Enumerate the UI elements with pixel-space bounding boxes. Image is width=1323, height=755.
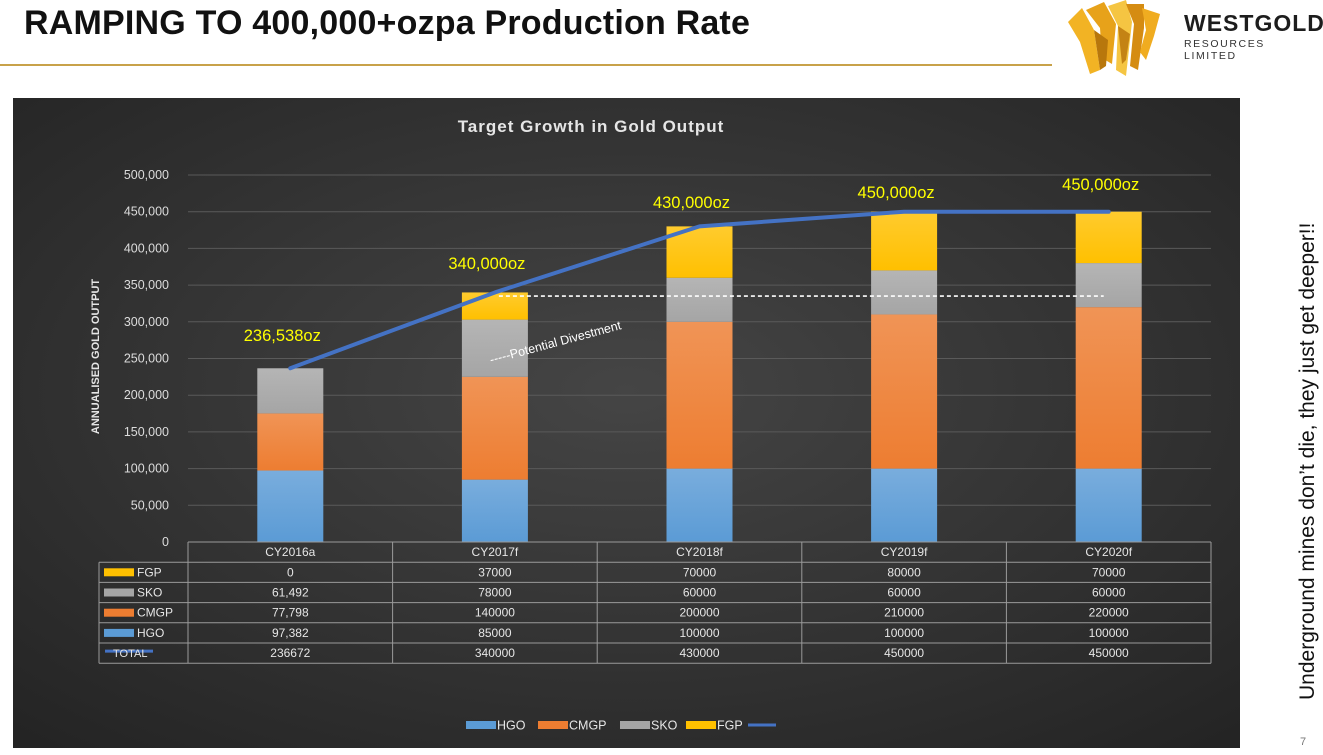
page-number: 7 <box>1300 736 1307 748</box>
legend-key-hgo <box>466 721 496 729</box>
legend-key-sko <box>620 721 650 729</box>
legend-label: CMGP <box>569 719 607 733</box>
legend-label: HGO <box>497 719 526 733</box>
table-cell: 0 <box>287 565 294 579</box>
table-cell: 100000 <box>679 626 719 640</box>
y-tick-label: 300,000 <box>124 315 169 329</box>
table-cell: 77,798 <box>272 606 309 620</box>
bar-hgo <box>461 479 528 542</box>
table-cell: 236672 <box>270 646 310 660</box>
y-tick-label: 400,000 <box>124 241 169 255</box>
table-cell: 220000 <box>1089 606 1129 620</box>
table-cell: 61,492 <box>272 586 309 600</box>
table-cell: 80000 <box>887 565 921 579</box>
bar-fgp <box>461 292 528 320</box>
bar-fgp <box>871 211 938 271</box>
table-key-hgo <box>104 628 134 637</box>
bar-cmgp <box>257 413 324 471</box>
bar-hgo <box>257 470 324 542</box>
table-cell: 37000 <box>478 565 512 579</box>
x-category-label: CY2019f <box>881 545 928 559</box>
bar-hgo <box>666 468 733 542</box>
title-divider <box>0 64 1052 66</box>
x-category-label: CY2016a <box>265 545 315 559</box>
y-tick-label: 450,000 <box>124 205 169 219</box>
logo-name: WESTGOLD <box>1184 10 1323 36</box>
y-tick-label: 200,000 <box>124 388 169 402</box>
x-category-label: CY2017f <box>472 545 519 559</box>
y-tick-label: 250,000 <box>124 352 169 366</box>
company-logo: WESTGOLD RESOURCES LIMITED <box>1060 0 1323 80</box>
y-tick-label: 100,000 <box>124 462 169 476</box>
y-tick-label: 350,000 <box>124 278 169 292</box>
chart-title: Target Growth in Gold Output <box>458 117 725 136</box>
bar-sko <box>666 277 733 322</box>
table-cell: 70000 <box>683 565 717 579</box>
table-cell: 430000 <box>679 646 719 660</box>
y-tick-label: 0 <box>162 535 169 549</box>
table-row-label: SKO <box>137 586 162 600</box>
westgold-logo-icon <box>1068 0 1160 76</box>
bar-fgp <box>1075 211 1142 264</box>
table-key-cmgp <box>104 608 134 617</box>
bar-cmgp <box>461 376 528 480</box>
x-category-label: CY2018f <box>676 545 723 559</box>
table-cell: 85000 <box>478 626 512 640</box>
legend-label: SKO <box>651 719 678 733</box>
total-callout: 450,000oz <box>1062 176 1139 194</box>
table-row-label: HGO <box>137 626 164 640</box>
slide-title: RAMPING TO 400,000+ozpa Production Rate <box>24 4 751 42</box>
table-cell: 100000 <box>884 626 924 640</box>
table-cell: 60000 <box>1092 586 1126 600</box>
table-row-label: CMGP <box>137 606 173 620</box>
legend-key-cmgp <box>538 721 568 729</box>
table-cell: 70000 <box>1092 565 1126 579</box>
total-line <box>288 209 1111 371</box>
table-cell: 140000 <box>475 606 515 620</box>
table-cell: 60000 <box>683 586 717 600</box>
table-key-fgp <box>104 568 134 577</box>
legend-label: FGP <box>717 719 743 733</box>
table-cell: 100000 <box>1089 626 1129 640</box>
chart-background <box>13 98 1240 748</box>
total-callout: 340,000oz <box>448 255 525 273</box>
table-cell: 200000 <box>679 606 719 620</box>
table-cell: 450000 <box>884 646 924 660</box>
total-callout: 450,000oz <box>858 184 935 202</box>
bar-hgo <box>1075 468 1142 542</box>
y-axis-label: ANNUALISED GOLD OUTPUT <box>90 279 102 435</box>
bar-sko <box>257 368 324 414</box>
bar-hgo <box>871 468 938 542</box>
gold-output-chart: Target Growth in Gold Output ANNUALISED G… <box>13 98 1240 748</box>
table-row-label: FGP <box>137 565 162 579</box>
table-cell: 340000 <box>475 646 515 660</box>
chart-panel: Target Growth in Gold Output ANNUALISED G… <box>13 98 1240 748</box>
table-cell: 60000 <box>887 586 921 600</box>
table-cell: 210000 <box>884 606 924 620</box>
bar-sko <box>871 270 938 315</box>
bar-sko <box>1075 263 1142 308</box>
y-tick-label: 150,000 <box>124 425 169 439</box>
total-callout: 236,538oz <box>244 327 321 345</box>
legend-key-fgp <box>686 721 716 729</box>
table-row-label: TOTAL <box>113 648 147 660</box>
logo-subtitle: RESOURCES LIMITED <box>1184 38 1265 62</box>
table-cell: 97,382 <box>272 626 309 640</box>
total-callout: 430,000oz <box>653 194 730 212</box>
bar-cmgp <box>871 314 938 469</box>
table-cell: 78000 <box>478 586 512 600</box>
side-tagline: Underground mines don’t die, they just g… <box>1296 222 1319 700</box>
table-key-sko <box>104 588 134 597</box>
table-cell: 450000 <box>1089 646 1129 660</box>
y-tick-label: 50,000 <box>131 498 169 512</box>
bar-sko <box>461 319 528 377</box>
bar-cmgp <box>1075 307 1142 469</box>
bar-cmgp <box>666 321 733 469</box>
x-category-label: CY2020f <box>1085 545 1132 559</box>
y-tick-label: 500,000 <box>124 168 169 182</box>
